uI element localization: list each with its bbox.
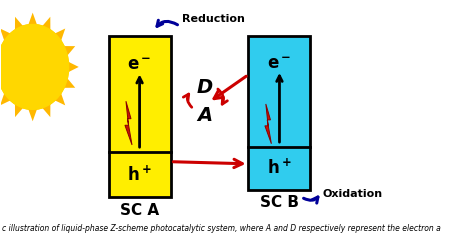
Text: Reduction: Reduction [182,14,245,24]
Polygon shape [28,13,37,25]
Polygon shape [15,104,23,117]
Circle shape [0,25,69,109]
Text: SC A: SC A [120,203,159,218]
Polygon shape [28,109,37,121]
Polygon shape [68,62,79,72]
Text: $\mathbf{e^-}$: $\mathbf{e^-}$ [267,55,292,73]
Polygon shape [55,93,65,105]
Polygon shape [0,93,10,105]
Text: c illustration of liquid-phase Z-scheme photocatalytic system, where A and D res: c illustration of liquid-phase Z-scheme … [2,224,441,233]
Polygon shape [0,46,1,56]
Text: Oxidation: Oxidation [323,189,383,199]
Text: SC B: SC B [260,195,299,210]
Polygon shape [125,101,132,145]
Bar [248,36,310,190]
Circle shape [8,37,58,97]
Polygon shape [0,29,10,41]
Text: D: D [197,78,213,97]
Text: A: A [197,106,212,125]
Text: $\mathbf{h^+}$: $\mathbf{h^+}$ [267,159,292,178]
Polygon shape [64,46,75,56]
Circle shape [0,25,69,109]
Text: $\mathbf{h^+}$: $\mathbf{h^+}$ [127,165,152,184]
Polygon shape [42,17,50,30]
Polygon shape [265,104,272,144]
Bar [109,36,171,197]
Polygon shape [55,29,65,41]
Text: $\mathbf{e^-}$: $\mathbf{e^-}$ [128,56,152,74]
Polygon shape [42,104,50,117]
Polygon shape [15,17,23,30]
Polygon shape [0,78,1,88]
Polygon shape [64,78,75,88]
